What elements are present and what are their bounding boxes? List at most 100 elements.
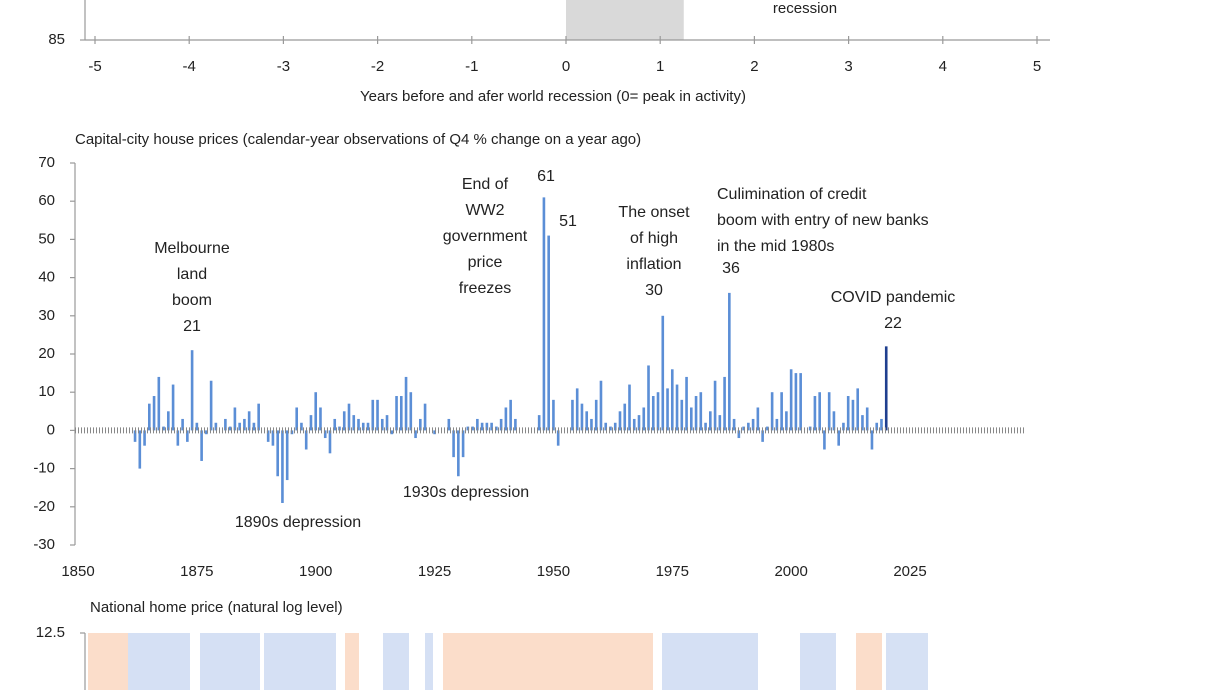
bar bbox=[357, 418, 360, 431]
y-tick-label: 20 bbox=[38, 345, 55, 362]
bar bbox=[328, 430, 332, 454]
annotation: boom bbox=[172, 292, 212, 309]
bar bbox=[271, 430, 275, 446]
bar bbox=[281, 430, 284, 503]
bar bbox=[865, 407, 869, 431]
bar bbox=[224, 418, 227, 431]
y-tick-label: 0 bbox=[47, 421, 55, 438]
bar bbox=[571, 399, 574, 431]
annotation: 22 bbox=[884, 315, 902, 332]
bottom-shading bbox=[88, 633, 928, 690]
bar bbox=[200, 430, 203, 461]
y-tick-label: 10 bbox=[38, 383, 55, 400]
x-tick-label: -4 bbox=[183, 58, 196, 75]
bar bbox=[347, 403, 351, 431]
bar bbox=[737, 430, 741, 439]
bar bbox=[856, 388, 860, 431]
bar bbox=[670, 369, 674, 431]
bar bbox=[361, 422, 365, 431]
annotation: COVID pandemic bbox=[831, 289, 956, 306]
bar bbox=[314, 392, 318, 431]
annotation: WW2 bbox=[465, 202, 504, 219]
bar bbox=[490, 422, 493, 431]
bar bbox=[770, 392, 774, 431]
bar bbox=[323, 430, 327, 439]
bar bbox=[342, 411, 346, 431]
annotation: 36 bbox=[722, 260, 740, 277]
x-tick-label: -5 bbox=[88, 58, 101, 75]
bar bbox=[376, 399, 379, 431]
bar bbox=[732, 418, 736, 431]
bar bbox=[704, 422, 707, 431]
bar bbox=[580, 403, 584, 431]
y-tick-label: -10 bbox=[33, 460, 55, 477]
bar bbox=[761, 430, 764, 442]
band bbox=[856, 633, 882, 690]
x-tick-label: -1 bbox=[465, 58, 478, 75]
band bbox=[443, 633, 603, 690]
bar bbox=[190, 350, 194, 431]
bar bbox=[785, 411, 788, 431]
bar bbox=[823, 430, 826, 450]
bar bbox=[423, 403, 427, 431]
chart-title: National home price (natural log level) bbox=[90, 599, 343, 616]
bar bbox=[585, 411, 589, 431]
x-tick-label: 1850 bbox=[61, 563, 94, 580]
y-tick-label: 85 bbox=[48, 31, 65, 48]
annotation: End of bbox=[462, 176, 509, 193]
band bbox=[200, 633, 260, 690]
y-tick-label: 12.5 bbox=[36, 624, 65, 641]
bar bbox=[266, 430, 270, 442]
bar bbox=[399, 396, 403, 431]
bar bbox=[884, 346, 888, 431]
bar bbox=[599, 380, 603, 431]
bar bbox=[214, 422, 218, 431]
bar bbox=[433, 430, 436, 435]
bar bbox=[205, 430, 208, 435]
x-tick-label: 1975 bbox=[656, 563, 689, 580]
bar bbox=[181, 418, 184, 431]
bar bbox=[556, 430, 560, 446]
bar bbox=[471, 426, 474, 431]
annotation: 51 bbox=[559, 213, 577, 230]
bar bbox=[742, 426, 745, 431]
annotation: The onset bbox=[618, 204, 690, 221]
x-tick-label: 0 bbox=[562, 58, 570, 75]
bar bbox=[480, 422, 484, 431]
bar bbox=[618, 411, 622, 431]
bar bbox=[485, 422, 489, 431]
bar bbox=[247, 411, 251, 431]
bar bbox=[642, 407, 646, 431]
bar bbox=[861, 415, 864, 431]
bar bbox=[680, 399, 684, 431]
bar bbox=[756, 407, 760, 431]
bar bbox=[623, 403, 627, 431]
bar bbox=[466, 426, 470, 431]
x-tick-label: 2000 bbox=[774, 563, 807, 580]
x-tick-label: 3 bbox=[844, 58, 852, 75]
bar bbox=[162, 426, 165, 431]
band bbox=[88, 633, 104, 690]
annotation: 30 bbox=[645, 282, 663, 299]
x-tick-label: 5 bbox=[1033, 58, 1041, 75]
band bbox=[264, 633, 336, 690]
bar bbox=[723, 376, 726, 431]
annotation: inflation bbox=[626, 256, 681, 273]
bar bbox=[832, 411, 836, 431]
bar bbox=[609, 426, 612, 431]
bar bbox=[395, 396, 398, 431]
annotation: in the mid 1980s bbox=[717, 238, 834, 255]
band bbox=[128, 633, 190, 690]
bar bbox=[352, 415, 356, 431]
bar bbox=[148, 403, 151, 431]
bar bbox=[514, 418, 517, 431]
band bbox=[800, 633, 836, 690]
bar bbox=[238, 422, 241, 431]
bar bbox=[880, 418, 883, 431]
bar bbox=[404, 376, 408, 431]
annotation: 61 bbox=[537, 168, 555, 185]
bar bbox=[504, 407, 508, 431]
bar bbox=[870, 430, 874, 450]
x-tick-label: 1 bbox=[656, 58, 664, 75]
